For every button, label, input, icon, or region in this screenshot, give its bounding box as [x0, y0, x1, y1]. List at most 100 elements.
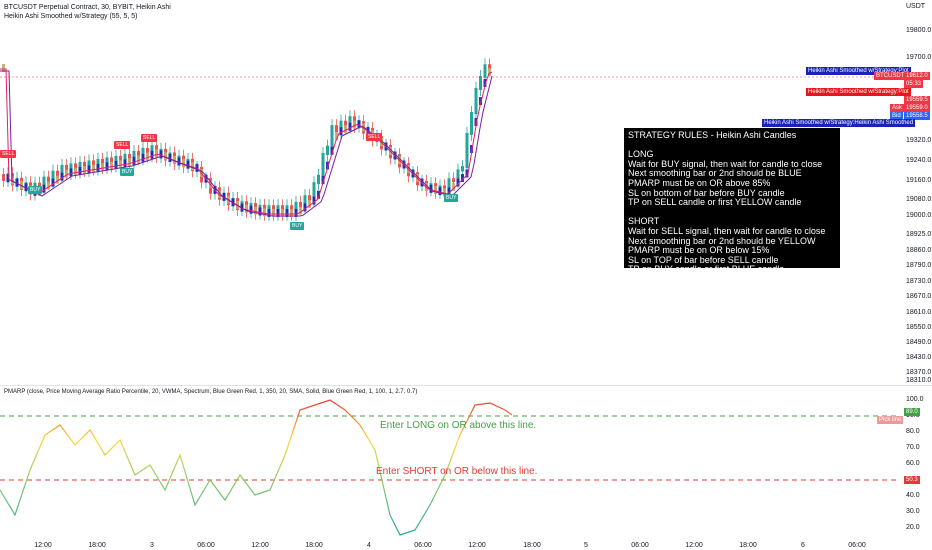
smoothed-bar [150, 150, 154, 159]
smoothed-bar [191, 162, 194, 171]
candle [335, 125, 338, 133]
candle [456, 169, 460, 183]
lower-value-tag: 50.3 [904, 476, 920, 484]
buy-signal: BUY [290, 222, 305, 230]
smoothed-bar [461, 174, 464, 182]
pmarp-axis-label: 60.0 [906, 460, 920, 467]
bid-label: Bid [890, 112, 903, 120]
candle [488, 64, 491, 70]
long-rule: SL on bottom of bar before BUY candle [628, 187, 785, 198]
candle [447, 178, 451, 192]
smoothed-bar [65, 169, 68, 178]
pmarp-axis-label: 30.0 [906, 508, 920, 515]
smoothed-bar [177, 157, 181, 166]
price-axis-label: 18430.0 [906, 354, 932, 361]
sell-signal: SELL [0, 150, 17, 158]
candle [137, 150, 140, 160]
smoothed-bar [321, 176, 325, 185]
short-rule: Next smoothing bar or 2nd should be YELL… [628, 235, 816, 246]
smoothed-bar [470, 145, 473, 153]
candle [348, 116, 352, 128]
smoothed-bar [47, 181, 50, 190]
smoothed-bar [128, 158, 131, 167]
smoothed-bar [123, 159, 127, 168]
pane-separator[interactable] [0, 385, 932, 386]
candle [317, 174, 320, 185]
smoothed-bar [312, 196, 316, 205]
smoothed-bar [438, 187, 442, 196]
smoothed-bar [434, 186, 437, 194]
smoothed-bar [87, 165, 91, 174]
price-axis-label: 18550.0 [906, 324, 932, 331]
smoothed-bar [119, 160, 122, 169]
smoothed-bar [105, 162, 109, 171]
smoothed-bar [15, 178, 19, 187]
smoothed-bar [357, 120, 361, 129]
long-rule: TP on SELL candle or first YELLOW candle [628, 197, 802, 208]
candle [132, 150, 136, 163]
price-axis-label: 19240.0 [906, 157, 932, 164]
time-axis-label: 18:00 [88, 542, 106, 549]
smoothed-bar [11, 176, 14, 185]
smoothed-bar [20, 181, 23, 189]
smoothed-bar [168, 154, 172, 162]
smoothed-bar [452, 183, 455, 191]
smoothed-bar [56, 175, 59, 184]
price-axis-label: 18925.0 [906, 231, 932, 238]
smoothed-bar [173, 155, 176, 164]
short-heading: SHORT [628, 216, 660, 227]
pmarp-axis-label: 80.0 [906, 428, 920, 435]
short-rule: SL on TOP of bar before SELL candle [628, 254, 779, 265]
time-axis-label: 18:00 [523, 542, 541, 549]
time-axis-label: 18:00 [305, 542, 323, 549]
candle [56, 170, 59, 178]
candle [303, 195, 307, 208]
time-axis-label: 12:00 [685, 542, 703, 549]
smoothed-bar [218, 190, 221, 199]
smoothed-bar [141, 153, 145, 162]
timer-tag: 05:33 [904, 80, 924, 88]
candle [51, 170, 55, 184]
smoothed-bar [348, 122, 352, 131]
price-axis-label: 18310.0 [906, 377, 932, 384]
indicator-title: Heikin Ashi Smoothed w/Strategy (55, 5, … [4, 13, 138, 20]
buy-signal: BUY [28, 186, 43, 194]
smoothed-bar [429, 184, 433, 193]
candle [470, 112, 473, 135]
smoothed-bar [299, 206, 302, 215]
upper-value-tag: 89.0 [904, 408, 920, 416]
smoothed-bar [78, 166, 82, 175]
time-axis-label: 06:00 [848, 542, 866, 549]
smoothed-bar [83, 166, 86, 175]
pmarp-axis-label: 100.0 [906, 396, 924, 403]
smoothed-bar [456, 178, 460, 187]
candle [42, 176, 46, 190]
candle [321, 152, 325, 177]
smoothed-bar [294, 209, 298, 217]
price-axis-label: 18670.0 [906, 293, 932, 300]
ma-line-purple [0, 70, 493, 217]
plot-tag-3: Heikin Ashi Smoothed w/Strategy:Heikin A… [762, 119, 916, 127]
smoothed-bar [146, 152, 149, 161]
smoothed-bar [132, 156, 136, 165]
time-axis-label: 4 [367, 542, 371, 549]
smoothed-bar [2, 64, 5, 72]
smoothed-bar [276, 209, 280, 217]
sell-signal: SELL [366, 133, 383, 141]
candle [150, 145, 154, 157]
pmarp-chart[interactable] [0, 395, 900, 537]
candle [339, 120, 343, 133]
smoothed-bar [155, 149, 158, 158]
smoothed-bar [42, 184, 46, 193]
smoothed-bar [137, 155, 140, 164]
smoothed-bar [335, 132, 338, 141]
candle [47, 176, 50, 184]
smoothed-bar [344, 125, 347, 133]
time-axis-label: 6 [801, 542, 805, 549]
long-heading: LONG [628, 149, 654, 160]
candle [452, 178, 455, 183]
smoothed-bar [51, 178, 55, 187]
long-rule: Wait for BUY signal, then wait for candl… [628, 158, 823, 169]
smoothed-bar [443, 188, 446, 197]
candle [128, 153, 131, 163]
